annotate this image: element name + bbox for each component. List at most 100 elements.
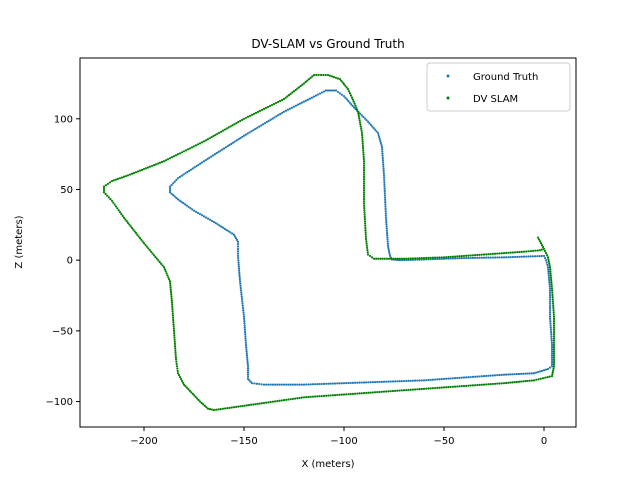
data-point	[462, 376, 466, 379]
data-point	[126, 221, 130, 224]
data-point	[142, 167, 146, 171]
data-point	[380, 145, 384, 149]
data-point	[516, 255, 519, 258]
data-point	[458, 385, 461, 388]
data-point	[269, 383, 272, 386]
data-point	[130, 226, 134, 230]
data-point	[215, 408, 218, 411]
data-point	[552, 350, 556, 353]
data-point	[474, 254, 477, 257]
data-point	[530, 379, 533, 382]
data-point	[114, 205, 118, 208]
data-point	[245, 346, 248, 349]
data-point	[236, 245, 240, 248]
data-point	[227, 126, 230, 129]
data-point	[172, 325, 175, 328]
data-point	[169, 284, 172, 287]
data-point	[363, 220, 367, 223]
legend-marker-ground-truth	[446, 74, 450, 78]
data-point	[454, 377, 457, 380]
data-point	[551, 291, 554, 294]
data-point	[549, 317, 552, 320]
data-point	[362, 184, 366, 187]
data-point	[272, 102, 276, 106]
data-point	[552, 326, 556, 329]
data-point	[155, 257, 158, 260]
data-point	[478, 256, 481, 259]
data-point	[247, 403, 251, 407]
data-point	[109, 198, 112, 201]
data-point	[238, 276, 241, 279]
data-point	[346, 88, 350, 91]
data-point	[442, 386, 446, 389]
data-point	[381, 152, 384, 155]
data-point	[236, 247, 240, 250]
data-point	[198, 212, 202, 216]
data-point	[154, 163, 158, 166]
data-point	[311, 395, 314, 398]
data-point	[210, 219, 214, 222]
data-point	[185, 386, 189, 389]
data-point	[348, 92, 352, 95]
data-point	[256, 110, 260, 113]
data-point	[541, 245, 545, 249]
data-point	[228, 406, 231, 409]
data-point	[362, 180, 366, 183]
data-point	[245, 348, 248, 351]
data-point	[440, 386, 443, 389]
data-point	[381, 161, 385, 164]
data-point	[161, 264, 164, 267]
data-point	[552, 319, 556, 323]
data-point	[180, 379, 184, 382]
data-point	[166, 274, 169, 277]
data-point	[226, 407, 229, 410]
data-point	[552, 330, 556, 334]
data-point	[314, 383, 317, 386]
data-point	[520, 250, 523, 253]
data-point	[280, 383, 283, 386]
data-point	[118, 211, 122, 214]
data-point	[294, 397, 297, 400]
data-point	[246, 115, 250, 118]
data-point	[169, 286, 172, 289]
data-point	[194, 395, 197, 399]
data-point	[114, 178, 118, 181]
data-point	[474, 256, 477, 259]
data-point	[203, 404, 206, 407]
data-point	[298, 102, 302, 105]
data-point	[208, 218, 212, 221]
data-point	[539, 242, 543, 245]
data-point	[498, 382, 501, 385]
data-point	[237, 120, 240, 124]
data-point	[548, 313, 552, 316]
data-point	[489, 383, 492, 386]
data-point	[358, 116, 361, 120]
data-point	[241, 306, 245, 309]
data-point	[550, 337, 553, 340]
data-point	[548, 266, 552, 269]
data-point	[392, 257, 395, 260]
data-point	[382, 174, 386, 177]
data-point	[552, 304, 555, 307]
data-point	[326, 89, 330, 92]
data-point	[550, 365, 554, 368]
data-point	[262, 107, 266, 110]
data-point	[368, 254, 372, 258]
data-point	[237, 261, 240, 264]
data-point	[236, 252, 240, 255]
data-point	[389, 390, 392, 393]
data-point	[124, 218, 127, 221]
data-point	[389, 380, 392, 383]
data-point	[434, 256, 437, 259]
data-point	[505, 256, 508, 259]
data-point	[374, 380, 377, 384]
data-point	[363, 211, 366, 214]
data-point	[102, 185, 106, 188]
data-point	[297, 86, 301, 89]
data-point	[414, 257, 417, 260]
data-point	[239, 405, 242, 408]
data-point	[273, 116, 276, 119]
data-point	[312, 95, 316, 98]
data-point	[368, 122, 371, 125]
data-point	[364, 231, 367, 234]
